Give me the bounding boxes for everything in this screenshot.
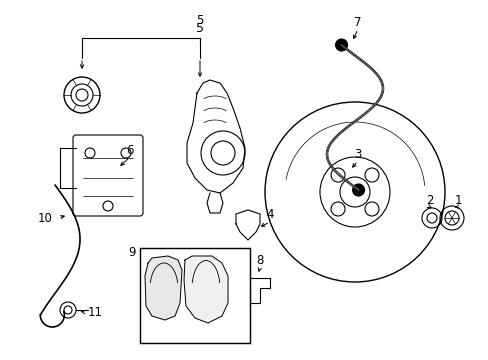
Text: 9: 9 — [128, 246, 136, 258]
Text: 7: 7 — [353, 15, 361, 28]
Text: 5: 5 — [196, 13, 203, 27]
Text: 11: 11 — [87, 306, 102, 319]
Polygon shape — [183, 256, 227, 323]
Text: 2: 2 — [426, 194, 433, 207]
Text: 4: 4 — [265, 208, 273, 221]
Circle shape — [335, 39, 347, 51]
Text: 8: 8 — [256, 253, 263, 266]
Polygon shape — [145, 256, 182, 320]
Text: 1: 1 — [453, 194, 461, 207]
Text: 3: 3 — [354, 148, 361, 162]
Polygon shape — [240, 278, 269, 303]
Bar — [140, 248, 249, 343]
Circle shape — [352, 184, 364, 196]
Text: 10: 10 — [38, 211, 52, 225]
Text: 6: 6 — [126, 144, 134, 157]
Text: 5: 5 — [196, 22, 203, 35]
Polygon shape — [236, 210, 260, 240]
FancyBboxPatch shape — [73, 135, 142, 216]
